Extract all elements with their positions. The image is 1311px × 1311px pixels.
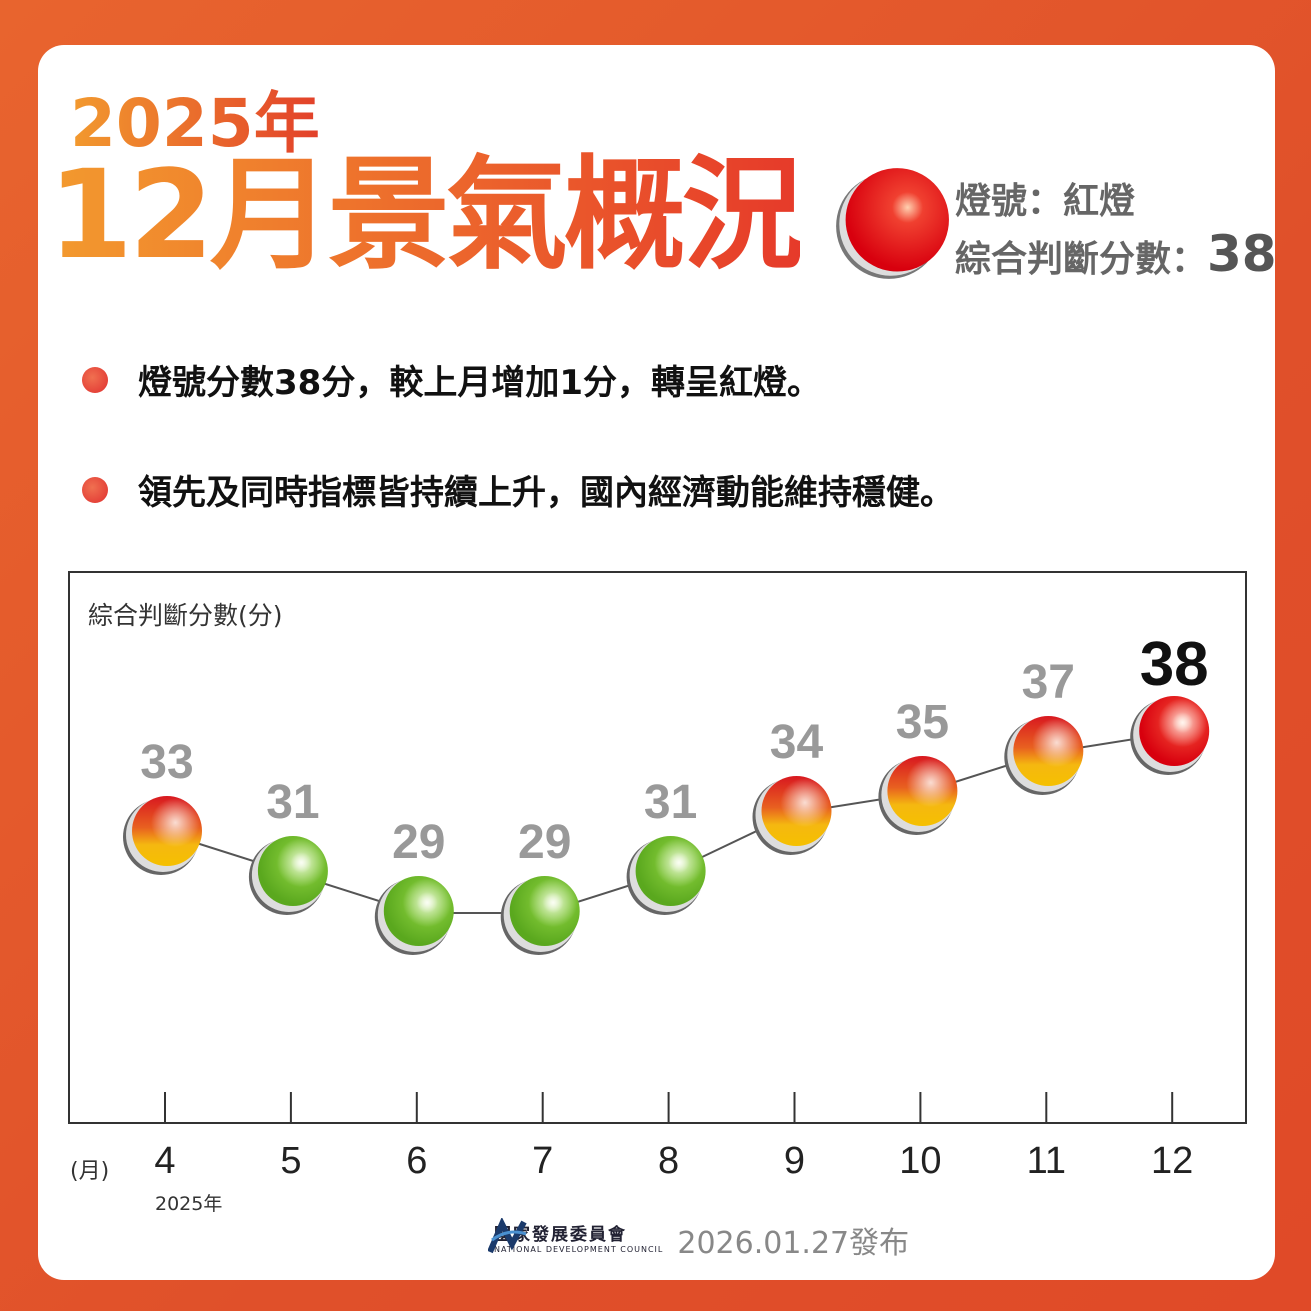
point-highlight (761, 776, 832, 846)
point-highlight (257, 836, 328, 906)
bullet-text: 燈號分數38分，較上月增加1分，轉呈紅燈。 (138, 363, 821, 403)
data-label: 31 (644, 776, 697, 829)
bullet-text: 領先及同時指標皆持續上升，國內經濟動能維持穩健。 (138, 473, 954, 513)
x-tick-label: 7 (532, 1140, 553, 1182)
point-highlight (887, 756, 958, 826)
point-highlight (1013, 716, 1084, 786)
score-value: 38 (1207, 225, 1277, 283)
bullet-dot-icon (82, 476, 108, 503)
point-highlight (1139, 696, 1210, 766)
x-axis-year-label: 2025年 (155, 1193, 222, 1215)
data-label: 34 (770, 716, 824, 769)
x-tick-label: 6 (406, 1140, 427, 1182)
y-axis-label: 綜合判斷分數(分) (88, 601, 283, 630)
data-label: 29 (518, 816, 571, 869)
x-tick-label: 8 (658, 1140, 679, 1182)
point-highlight (635, 836, 706, 906)
data-label: 29 (392, 816, 445, 869)
red-signal-light-icon (836, 168, 949, 279)
bullet-dot-icon (82, 366, 108, 393)
data-label: 33 (140, 736, 193, 789)
year-heading: 2025年 (70, 70, 320, 166)
point-highlight (383, 876, 454, 946)
x-tick-label: 9 (784, 1140, 805, 1182)
score-label: 綜合判斷分數： (955, 239, 1208, 280)
ndc-logo-icon (488, 1218, 527, 1254)
data-label: 31 (266, 776, 319, 829)
x-tick-label: 11 (1027, 1140, 1066, 1182)
point-highlight (509, 876, 580, 946)
data-label: 35 (896, 696, 949, 749)
chart-frame (68, 571, 1247, 1124)
org-name: 國家發展委員會 NATIONAL DEVELOPMENT COUNCIL (494, 1225, 664, 1255)
card (38, 45, 1275, 1280)
x-axis-unit-label: (月) (70, 1159, 109, 1184)
data-label: 37 (1022, 656, 1075, 709)
bullet-2: 領先及同時指標皆持續上升，國內經濟動能維持穩健。 (82, 465, 954, 514)
score-line: 綜合判斷分數：38 (955, 225, 1277, 283)
page-title: 12月景氣概況 (48, 144, 804, 286)
point-highlight (132, 796, 202, 866)
x-tick-label: 12 (1151, 1140, 1193, 1182)
publish-date: 2026.01.27發布 (677, 1226, 910, 1261)
x-tick-label: 5 (280, 1140, 301, 1182)
signal-label: 燈號：紅燈 (955, 181, 1136, 222)
x-tick-label: 4 (154, 1140, 175, 1182)
data-label: 38 (1140, 630, 1209, 699)
bullet-1: 燈號分數38分，較上月增加1分，轉呈紅燈。 (82, 355, 821, 404)
x-tick-label: 10 (899, 1140, 941, 1182)
footer: 國家發展委員會 NATIONAL DEVELOPMENT COUNCIL 2026… (488, 1218, 909, 1262)
